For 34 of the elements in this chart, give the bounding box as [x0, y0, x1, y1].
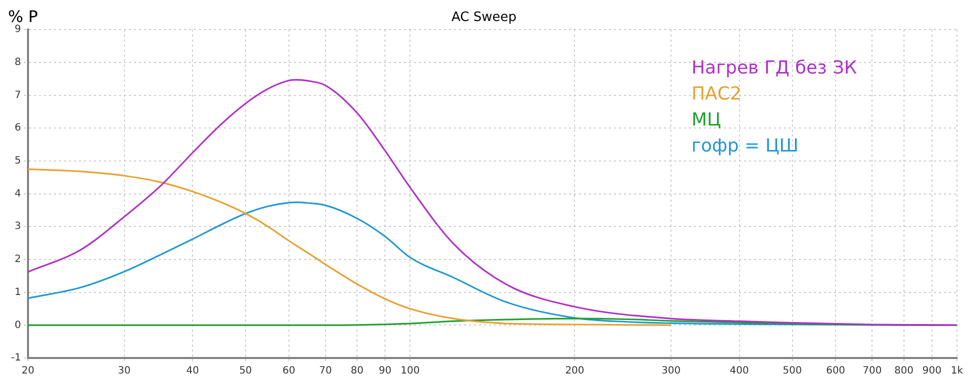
text: Нагрев ГД без ЗК: [692, 57, 858, 78]
y-tick-label: 8: [14, 57, 21, 68]
x-tick-label: 1k: [950, 366, 964, 377]
x-tick-label: 900: [922, 366, 942, 377]
x-tick-label: 600: [826, 366, 846, 377]
y-tick-label: 4: [14, 188, 21, 200]
x-tick-label: 500: [782, 366, 802, 377]
y-tick-label: 3: [14, 221, 21, 232]
text: ПАС2: [692, 83, 742, 104]
y-tick-label: 9: [14, 24, 21, 36]
x-tick-label: 50: [239, 366, 252, 377]
x-tick-label: 800: [894, 366, 914, 377]
y-tick-label: 0: [14, 320, 21, 331]
y-tick-label: -1: [10, 352, 21, 364]
text: гофр = ЦШ: [692, 135, 799, 156]
x-tick-label: 70: [319, 366, 332, 377]
x-tick-label: 100: [400, 366, 420, 377]
x-tick-label: 20: [22, 366, 34, 377]
x-tick-label: 30: [118, 366, 131, 377]
y-tick-label: 6: [14, 122, 21, 134]
text: МЦ: [692, 109, 722, 130]
x-tick-label: 200: [565, 366, 584, 377]
y-tick-label: 7: [14, 90, 21, 101]
x-tick-label: 90: [378, 366, 392, 377]
y-tick-label: 5: [14, 156, 21, 167]
y-tick-label: 2: [14, 254, 21, 266]
x-tick-label: 700: [862, 366, 882, 377]
x-tick-label: 40: [186, 366, 199, 377]
x-tick-label: 60: [282, 366, 296, 377]
y-tick-label: 1: [14, 286, 21, 298]
x-tick-label: 80: [350, 366, 364, 377]
x-tick-label: 400: [730, 366, 749, 377]
x-tick-label: 300: [661, 366, 681, 377]
chart-title: AC Sweep: [451, 10, 517, 26]
